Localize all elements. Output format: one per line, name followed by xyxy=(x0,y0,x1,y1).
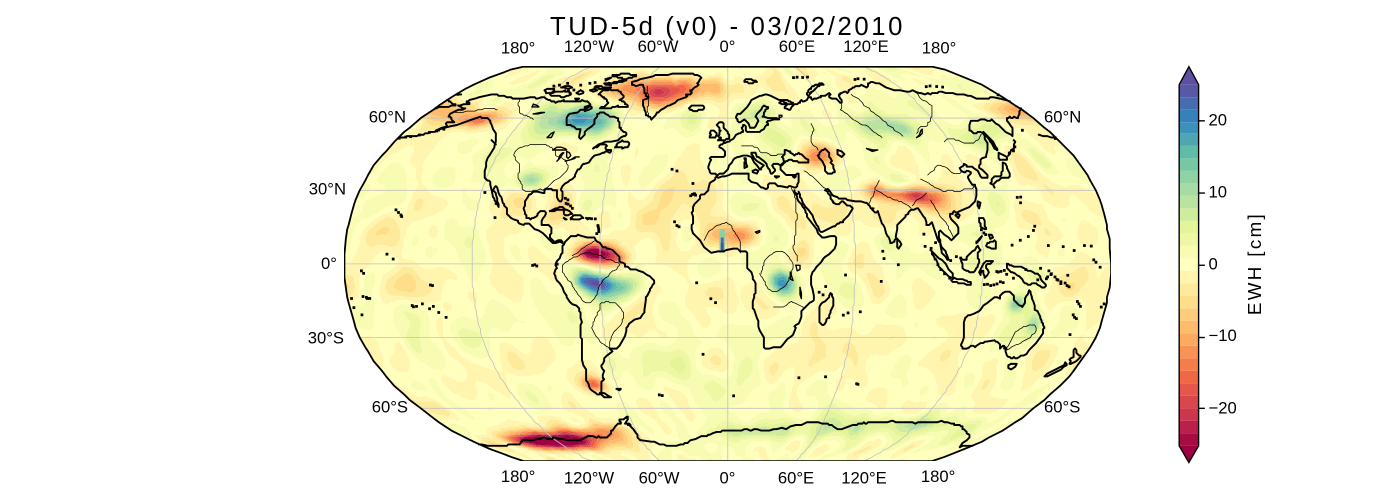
svg-text:180°: 180° xyxy=(921,467,955,486)
svg-text:−20: −20 xyxy=(1208,398,1236,417)
svg-text:120°W: 120°W xyxy=(564,468,614,487)
svg-text:120°W: 120°W xyxy=(564,37,614,56)
svg-text:60°N: 60°N xyxy=(1044,107,1081,126)
svg-text:30°N: 30°N xyxy=(309,179,346,198)
svg-text:0°: 0° xyxy=(321,254,337,273)
svg-text:120°E: 120°E xyxy=(843,37,889,56)
svg-text:60°E: 60°E xyxy=(779,37,815,56)
svg-text:180°: 180° xyxy=(501,467,535,486)
svg-text:60°W: 60°W xyxy=(639,468,680,487)
svg-text:10: 10 xyxy=(1208,182,1227,201)
svg-text:−10: −10 xyxy=(1208,326,1236,345)
svg-text:0: 0 xyxy=(1208,254,1217,273)
svg-text:180°: 180° xyxy=(501,38,535,57)
svg-text:180°: 180° xyxy=(922,38,956,57)
svg-text:60°W: 60°W xyxy=(638,37,679,56)
svg-text:0°: 0° xyxy=(720,468,736,487)
svg-text:120°E: 120°E xyxy=(841,468,887,487)
svg-text:0°: 0° xyxy=(720,37,736,56)
svg-text:60°N: 60°N xyxy=(369,107,406,126)
svg-text:TUD-5d (v0) - 03/02/2010: TUD-5d (v0) - 03/02/2010 xyxy=(550,13,905,41)
svg-text:60°S: 60°S xyxy=(1044,397,1080,416)
svg-text:30°S: 30°S xyxy=(308,328,344,347)
svg-text:60°E: 60°E xyxy=(778,468,814,487)
svg-text:EWH [cm]: EWH [cm] xyxy=(1244,212,1265,315)
svg-text:20: 20 xyxy=(1208,110,1227,129)
svg-text:60°S: 60°S xyxy=(372,397,408,416)
